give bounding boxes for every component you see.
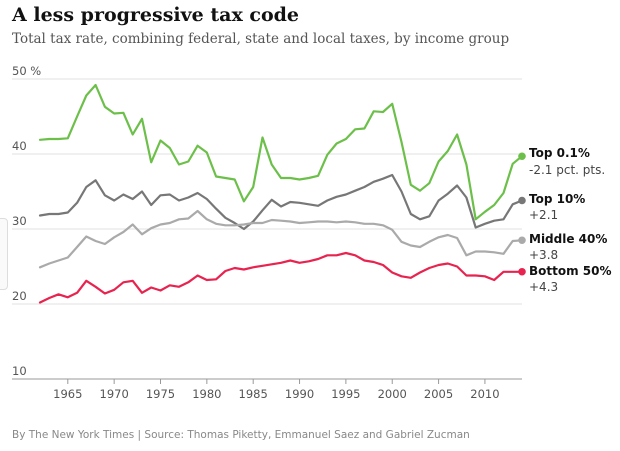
grid-lines — [12, 78, 522, 380]
x-tick-label: 1990 — [285, 387, 314, 401]
x-tick-label: 1975 — [146, 387, 175, 401]
series-end-point — [518, 267, 526, 276]
series-end-point — [518, 236, 526, 245]
y-tick-label: 20 — [12, 289, 27, 303]
series-label-name: Bottom 50% — [529, 264, 612, 278]
source-credit: By The New York Times | Source: Thomas P… — [12, 429, 470, 441]
side-tab-handle[interactable] — [0, 218, 8, 290]
x-tick-label: 1970 — [100, 387, 129, 401]
series-labels: Top 0.1% -2.1 pct. pts. Top 10% +2.1 Middle … — [529, 146, 612, 294]
x-tick-label: 1995 — [331, 387, 360, 401]
y-tick-label: 10 — [12, 364, 27, 378]
series-line — [38, 83, 524, 221]
series-label-delta: -2.1 pct. pts. — [529, 163, 605, 177]
series-end-point — [518, 196, 526, 205]
series-label-name: Middle 40% — [529, 232, 607, 246]
page-title: A less progressive tax code — [12, 4, 300, 26]
x-tick-label: 2000 — [378, 387, 407, 401]
y-tick-label: 30 — [12, 214, 27, 228]
x-tick-label: 2010 — [470, 387, 499, 401]
x-tick-label: 1985 — [239, 387, 268, 401]
series-label-delta: +4.3 — [529, 280, 558, 294]
series-end-point — [518, 152, 526, 161]
series-line — [38, 251, 524, 304]
series-lines — [38, 83, 526, 304]
axis: 10 20 30 40 50 % 1965 1970 1975 1980 1985 1990 1995… — [12, 64, 500, 401]
series-label-delta: +2.1 — [529, 208, 558, 222]
series-line — [38, 209, 524, 269]
series-line — [38, 173, 524, 231]
x-tick-label: 1980 — [192, 387, 221, 401]
page-subtitle: Total tax rate, combining federal, state… — [12, 31, 510, 47]
x-tick-label: 1965 — [53, 387, 82, 401]
x-tick-label: 2005 — [424, 387, 453, 401]
y-tick-label: 50 % — [12, 64, 41, 78]
y-tick-label: 40 — [12, 139, 27, 153]
series-label-delta: +3.8 — [529, 248, 558, 262]
series-label-name: Top 10% — [529, 192, 585, 206]
series-label-name: Top 0.1% — [529, 146, 590, 160]
